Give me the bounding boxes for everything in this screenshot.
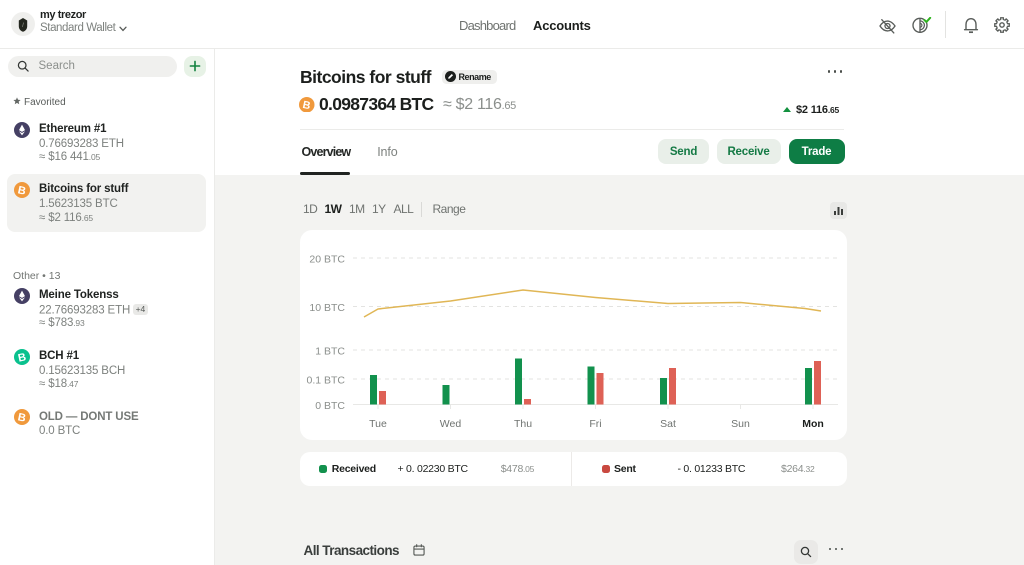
- svg-text:Fri: Fri: [589, 418, 601, 430]
- svg-text:Wed: Wed: [440, 418, 462, 430]
- svg-text:1 BTC: 1 BTC: [315, 346, 345, 358]
- svg-text:Mon: Mon: [802, 418, 824, 430]
- svg-text:Thu: Thu: [514, 418, 532, 430]
- svg-text:B: B: [17, 184, 27, 197]
- svg-text:B: B: [302, 98, 312, 111]
- svg-text:Tue: Tue: [369, 418, 387, 430]
- svg-text:Sat: Sat: [660, 418, 676, 430]
- svg-text:Sun: Sun: [731, 418, 750, 430]
- svg-text:20 BTC: 20 BTC: [309, 254, 345, 266]
- svg-text:0 BTC: 0 BTC: [315, 400, 345, 412]
- svg-text:B: B: [17, 351, 27, 364]
- svg-text:B: B: [17, 411, 27, 424]
- svg-text:0.1 BTC: 0.1 BTC: [306, 375, 345, 387]
- svg-text:10 BTC: 10 BTC: [309, 302, 345, 314]
